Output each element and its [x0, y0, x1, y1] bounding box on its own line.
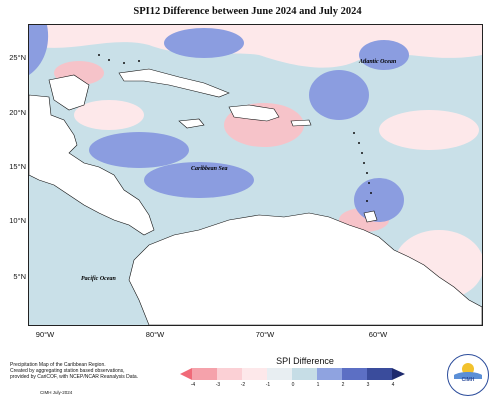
- legend-tick-m1: -1: [265, 382, 271, 388]
- legend-tick-m3: -3: [215, 382, 221, 388]
- legend-tick-m2: -2: [240, 382, 246, 388]
- land-hispaniola: [228, 104, 280, 122]
- cimh-logo: CIMH: [447, 354, 489, 396]
- lon-tick-60w: 60°W: [368, 330, 388, 339]
- lon-tick-80w: 80°W: [145, 330, 165, 339]
- anomaly-blue-jamaica: [89, 132, 189, 168]
- footnote: Precipitation Map of the Caribbean Regio…: [10, 362, 180, 381]
- land-central-america: [29, 94, 155, 236]
- anomaly-blue-atlantic-ne: [359, 40, 409, 70]
- footnote-line-3: provided by CariCOF, with NCEP/NCAR Rean…: [10, 374, 139, 381]
- lesser-antilles: [98, 54, 372, 202]
- legend-tick-2: 2: [341, 382, 345, 388]
- label-pacific-ocean: Pacific Ocean: [81, 276, 116, 282]
- lat-tick-20n: 20°N: [9, 108, 26, 117]
- lat-tick-15n: 15°N: [9, 162, 26, 171]
- legend-swatch-4: [267, 368, 292, 380]
- land-south-america: [128, 212, 482, 325]
- anomaly-light-pink-east: [379, 110, 479, 150]
- map-title: SPI12 Difference between June 2024 and J…: [133, 6, 362, 17]
- land-puerto-rico: [290, 119, 312, 127]
- legend-tick-3: 3: [366, 382, 370, 388]
- logo-text: CIMH: [461, 377, 475, 383]
- map-panel: Atlantic Ocean Caribbean Sea Pacific Oce…: [28, 24, 483, 326]
- footnote-line-2: Created by aggregating station based obs…: [10, 368, 125, 375]
- land-jamaica: [178, 118, 205, 129]
- label-caribbean-sea: Caribbean Sea: [191, 166, 228, 172]
- lat-tick-5n: 5°N: [13, 272, 26, 281]
- land-yucatan: [48, 74, 90, 111]
- legend-swatch-1: [192, 368, 217, 380]
- credit-text: CIMH July-2024: [40, 390, 73, 395]
- anomaly-blue-caribbean: [144, 162, 254, 198]
- legend-tick-4: 4: [391, 382, 395, 388]
- legend-tick-0: 0: [291, 382, 295, 388]
- legend-tick-1: 1: [316, 382, 320, 388]
- anomaly-blue-cuba: [164, 28, 244, 58]
- legend-colorbar: [180, 368, 405, 380]
- legend-swatch-8: [367, 368, 392, 380]
- label-atlantic-ocean: Atlantic Ocean: [358, 59, 397, 65]
- lat-tick-25n: 25°N: [9, 53, 26, 62]
- legend-arrow-left: [180, 368, 192, 380]
- legend-title: SPI Difference: [276, 356, 334, 366]
- logo-icon: [454, 363, 482, 379]
- land-trinidad: [363, 210, 378, 223]
- legend-swatch-5: [292, 368, 317, 380]
- lon-tick-70w: 70°W: [255, 330, 275, 339]
- land-cuba: [118, 68, 230, 98]
- lat-tick-10n: 10°N: [9, 216, 26, 225]
- legend-swatch-7: [342, 368, 367, 380]
- lon-tick-90w: 90°W: [35, 330, 55, 339]
- legend-arrow-right: [392, 368, 405, 380]
- legend-swatch-3: [242, 368, 267, 380]
- legend-swatch-2: [217, 368, 242, 380]
- anomaly-blue-atlantic: [309, 70, 369, 120]
- footnote-line-1: Precipitation Map of the Caribbean Regio…: [10, 362, 106, 368]
- legend-tick-m4: -4: [190, 382, 196, 388]
- anomaly-blue-islands: [354, 178, 404, 222]
- anomaly-pink-north: [29, 25, 482, 68]
- legend-swatch-6: [317, 368, 342, 380]
- anomaly-light-pink-gulf: [74, 100, 144, 130]
- anomaly-blue-west: [29, 25, 49, 75]
- map-canvas: Atlantic Ocean Caribbean Sea Pacific Oce…: [29, 25, 482, 325]
